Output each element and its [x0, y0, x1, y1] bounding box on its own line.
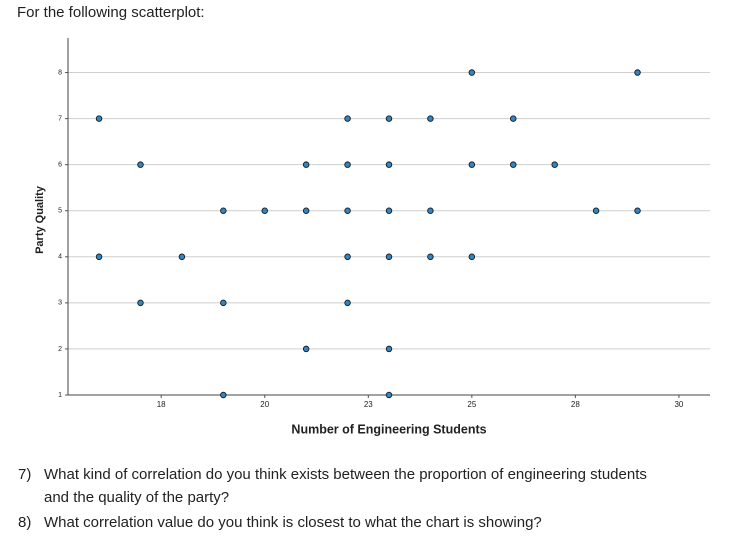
point — [385, 345, 393, 353]
y-tick-label: 7 — [58, 115, 62, 122]
point — [634, 69, 641, 76]
x-tick-label: 25 — [467, 400, 476, 409]
point — [510, 115, 517, 122]
x-axis-label: Number of Engineering Students — [291, 422, 486, 436]
point — [220, 391, 227, 399]
point — [344, 161, 351, 168]
point — [427, 115, 434, 122]
y-tick-label: 8 — [58, 69, 62, 76]
point — [385, 391, 393, 399]
y-tick-label: 6 — [58, 162, 62, 169]
point — [551, 161, 558, 168]
x-tick-label: 23 — [364, 400, 373, 409]
point — [220, 299, 227, 307]
point — [344, 253, 351, 261]
x-tick-label: 28 — [571, 400, 580, 409]
y-tick-label: 2 — [58, 346, 62, 353]
point — [302, 345, 310, 353]
point — [344, 207, 351, 214]
point — [592, 207, 600, 214]
y-tick-label: 3 — [58, 300, 62, 307]
point — [344, 299, 351, 307]
point — [385, 253, 393, 261]
x-tick-label: 20 — [260, 400, 269, 409]
point — [261, 207, 268, 214]
scatter-chart: Number of Engineering Students Party Qua… — [34, 38, 710, 436]
point — [344, 115, 351, 122]
point — [302, 161, 310, 168]
intro-text: For the following scatterplot: — [17, 4, 205, 21]
point — [468, 161, 476, 168]
question-text: What kind of correlation do you think ex… — [44, 466, 647, 506]
point — [95, 253, 103, 261]
point — [385, 161, 393, 168]
point — [137, 299, 144, 307]
x-tick-label: 18 — [157, 400, 166, 409]
y-tick-label: 4 — [58, 254, 62, 261]
point — [95, 115, 103, 122]
point — [302, 207, 310, 214]
y-axis-label: Party Quality — [34, 185, 46, 254]
y-tick-label: 5 — [58, 208, 62, 215]
point — [385, 207, 393, 214]
question-number: 7) — [18, 466, 32, 483]
point — [178, 253, 186, 261]
point — [220, 207, 227, 214]
question-number: 8) — [18, 514, 32, 531]
y-tick-label: 1 — [58, 392, 62, 399]
point — [427, 207, 434, 214]
point — [385, 115, 393, 122]
point — [510, 161, 517, 168]
point — [468, 69, 476, 76]
point — [137, 161, 144, 168]
question-text: What correlation value do you think is c… — [44, 514, 542, 531]
x-tick-label: 30 — [674, 400, 683, 409]
point — [634, 207, 641, 214]
point — [427, 253, 434, 261]
point — [468, 253, 476, 261]
